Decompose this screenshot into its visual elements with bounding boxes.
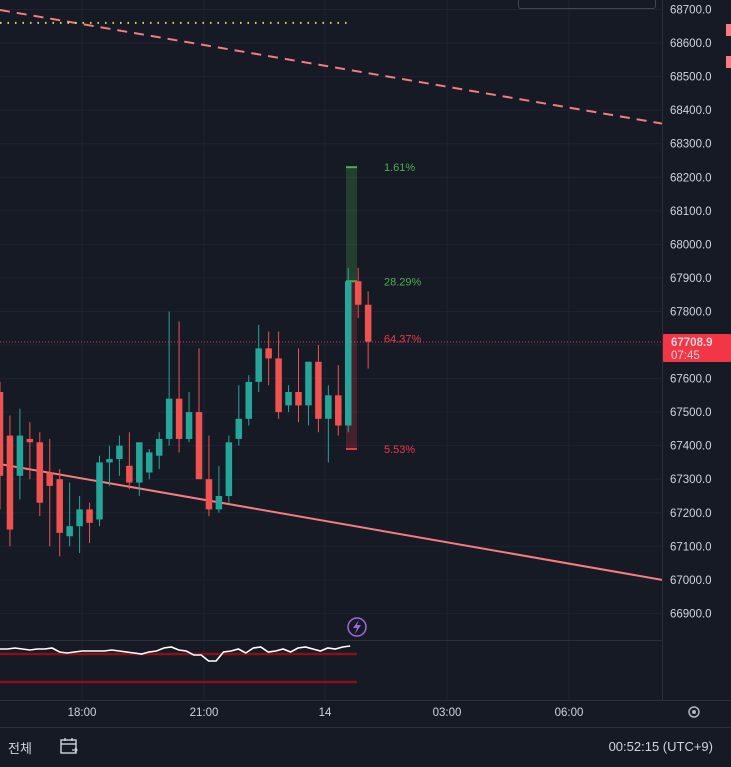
position-percent-label: 5.53%	[384, 444, 415, 456]
price-tick-label: 68700.0	[670, 5, 712, 17]
candle-body	[335, 395, 342, 425]
candle-body	[216, 496, 223, 509]
candle-body	[345, 281, 352, 425]
candle-body	[146, 452, 153, 472]
target-zone	[346, 167, 357, 281]
price-tick-label: 68500.0	[670, 72, 712, 84]
candle-body	[17, 436, 24, 476]
candle-body	[325, 395, 332, 418]
candle-body	[355, 281, 362, 304]
calendar-range-icon[interactable]	[58, 735, 80, 757]
time-tick-label: 14	[319, 707, 332, 719]
candle-body	[275, 358, 282, 412]
edge-price-marker	[726, 56, 731, 68]
price-tick-label: 68400.0	[670, 105, 712, 117]
price-tick-label: 67100.0	[670, 541, 712, 553]
price-tick-label: 67000.0	[670, 575, 712, 587]
price-tick-label: 67900.0	[670, 273, 712, 285]
time-tick-label: 03:00	[433, 707, 462, 719]
candle-body	[106, 459, 113, 462]
price-tick-label: 68200.0	[670, 172, 712, 184]
price-tick-label: 68000.0	[670, 239, 712, 251]
candle-body	[27, 439, 33, 442]
position-percent-label: 64.37%	[384, 333, 422, 345]
candle-body	[0, 392, 3, 476]
price-tick-label: 67800.0	[670, 306, 712, 318]
candle-body	[166, 399, 173, 439]
bottom-toolbar: 전체 00:52:15 (UTC+9)	[0, 727, 731, 767]
top-toolbar-box[interactable]	[518, 0, 656, 9]
candle-body	[196, 412, 203, 479]
price-tick-label: 68300.0	[670, 139, 712, 151]
price-tick-label: 68100.0	[670, 206, 712, 218]
candle-body	[176, 399, 183, 439]
time-tick-label: 06:00	[555, 707, 584, 719]
position-percent-label: 1.61%	[384, 162, 415, 174]
candle-body	[86, 509, 93, 522]
period-all-button[interactable]: 전체	[8, 738, 32, 757]
candle-body	[56, 479, 63, 533]
time-tick-label: 21:00	[190, 707, 219, 719]
price-tick-label: 68600.0	[670, 38, 712, 50]
price-tick-label: 67300.0	[670, 474, 712, 486]
candle-body	[96, 462, 103, 519]
candle-body	[246, 382, 253, 419]
price-chart[interactable]: 1.61%28.29%64.37%5.53% 100.00.0 68700.06…	[0, 0, 731, 727]
candle-body	[305, 362, 312, 406]
candle-body	[7, 436, 14, 530]
candle-body	[236, 419, 243, 439]
candle-body	[37, 442, 44, 502]
chart-background	[0, 0, 731, 727]
candle-body	[156, 439, 163, 456]
candle-body	[186, 412, 193, 439]
candle-body	[295, 392, 302, 405]
price-tick-label: 67200.0	[670, 508, 712, 520]
candle-body	[255, 348, 262, 382]
price-tick-label: 67600.0	[670, 374, 712, 386]
candle-body	[285, 392, 292, 405]
position-percent-label: 28.29%	[384, 276, 422, 288]
current-price-value: 67708.9	[671, 337, 713, 349]
current-price-countdown: 07:45	[671, 350, 700, 362]
price-tick-label: 66900.0	[670, 608, 712, 620]
candle-body	[66, 526, 73, 536]
candle-body	[47, 472, 54, 485]
price-tick-label: 67400.0	[670, 441, 712, 453]
candle-body	[206, 479, 213, 509]
price-axis[interactable]: 68700.0 68600.0 68500.0 68400.0 68300.0 68200…	[663, 0, 731, 727]
candle-body	[226, 442, 233, 496]
edge-price-marker	[726, 24, 731, 36]
candle-body	[76, 509, 83, 526]
candle-body	[315, 362, 322, 419]
candle-body	[365, 305, 372, 342]
candle-body	[265, 348, 272, 358]
candle-body	[116, 446, 123, 459]
time-tick-label: 18:00	[68, 707, 97, 719]
clock-timezone[interactable]: 00:52:15 (UTC+9)	[609, 739, 713, 754]
candle-body	[136, 442, 143, 482]
candle-body	[126, 466, 133, 483]
price-tick-label: 67500.0	[670, 407, 712, 419]
